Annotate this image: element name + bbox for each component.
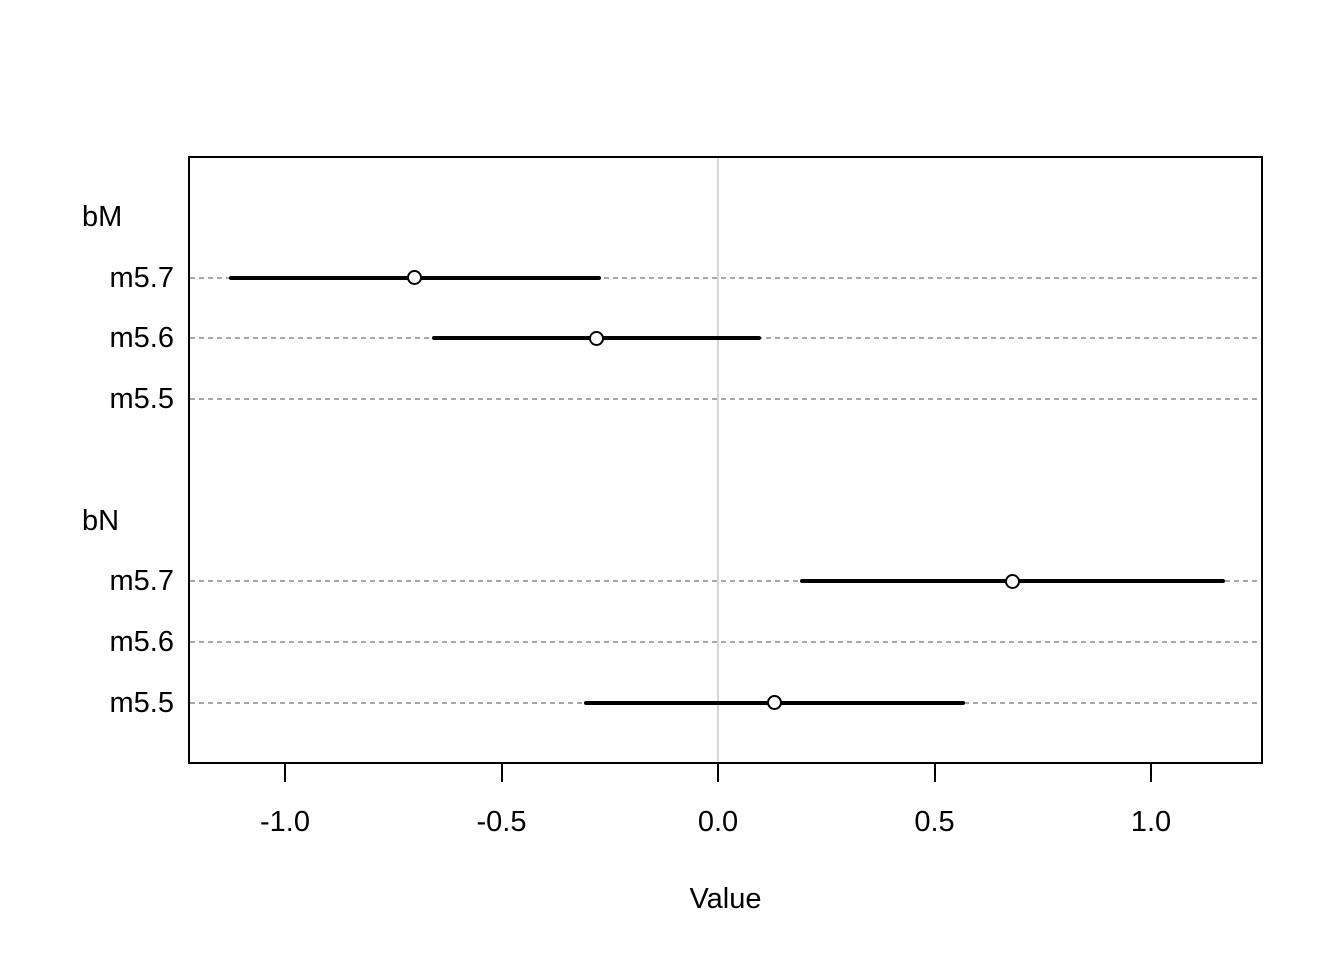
row-gridline <box>190 580 1261 583</box>
point-estimate-marker <box>589 330 605 346</box>
model-label: m5.7 <box>109 565 174 598</box>
parameter-group-label: bM <box>82 201 123 233</box>
parameter-group-label: bN <box>82 504 120 537</box>
point-estimate-marker <box>1004 573 1020 589</box>
zero-reference-line <box>717 158 719 762</box>
model-label: m5.5 <box>109 383 174 416</box>
row-gridline <box>190 640 1261 643</box>
x-axis-tick-label: 0.5 <box>914 806 955 838</box>
model-label: m5.7 <box>109 261 174 294</box>
model-label: m5.5 <box>109 686 174 719</box>
x-axis-tick <box>717 764 719 782</box>
x-axis-tick <box>284 764 286 782</box>
model-label: m5.6 <box>109 322 174 355</box>
x-axis-tick-label: -1.0 <box>260 806 310 838</box>
plot-area <box>188 156 1263 764</box>
point-estimate-marker <box>766 695 782 711</box>
row-gridline <box>190 398 1261 401</box>
row-gridline <box>190 276 1261 279</box>
point-estimate-marker <box>407 270 423 286</box>
x-axis-tick <box>500 764 503 782</box>
x-axis-tick-label: -0.5 <box>476 806 527 838</box>
x-axis-tick <box>933 764 936 782</box>
x-axis-tick-label: 1.0 <box>1130 806 1172 838</box>
x-axis-tick <box>1150 764 1152 782</box>
x-axis-tick-label: 0.0 <box>697 806 739 838</box>
model-label: m5.6 <box>109 625 174 658</box>
x-axis-title: Value <box>689 883 762 915</box>
